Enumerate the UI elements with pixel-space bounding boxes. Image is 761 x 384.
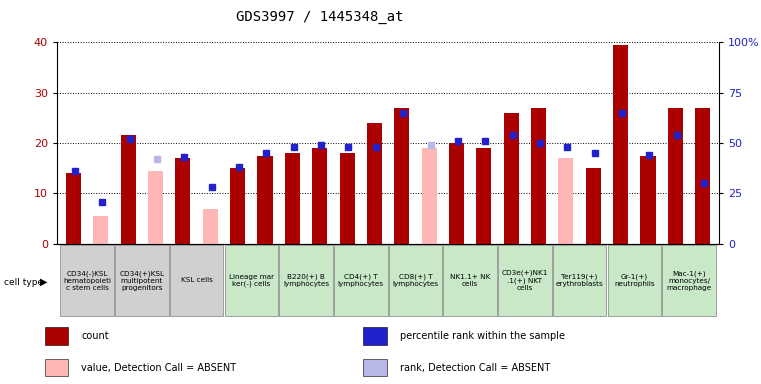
Text: CD8(+) T
lymphocytes: CD8(+) T lymphocytes (393, 273, 438, 287)
Bar (586, 168, 601, 244)
Bar (230, 168, 245, 244)
Bar (312, 148, 327, 244)
Bar (115, 245, 169, 316)
Bar (121, 136, 135, 244)
Bar (367, 123, 382, 244)
Bar (607, 245, 661, 316)
Bar (364, 359, 387, 376)
Text: count: count (81, 331, 109, 341)
Bar (613, 45, 628, 244)
Bar (552, 245, 607, 316)
Bar (498, 245, 552, 316)
Text: Ter119(+)
erythroblasts: Ter119(+) erythroblasts (556, 273, 603, 287)
Bar (394, 108, 409, 244)
Text: CD3e(+)NK1
.1(+) NKT
cells: CD3e(+)NK1 .1(+) NKT cells (501, 270, 548, 291)
Bar (285, 153, 300, 244)
Text: Gr-1(+)
neutrophils: Gr-1(+) neutrophils (614, 273, 654, 287)
Bar (46, 327, 68, 345)
Bar (444, 245, 497, 316)
Bar (476, 148, 492, 244)
Bar (60, 245, 114, 316)
Bar (364, 327, 387, 345)
Bar (66, 173, 81, 244)
Bar (334, 245, 387, 316)
Bar (148, 171, 163, 244)
Bar (422, 148, 437, 244)
Bar (202, 209, 218, 244)
Text: rank, Detection Call = ABSENT: rank, Detection Call = ABSENT (400, 362, 549, 372)
Text: CD34(-)KSL
hematopoieti
c stem cells: CD34(-)KSL hematopoieti c stem cells (63, 270, 111, 291)
Text: GDS3997 / 1445348_at: GDS3997 / 1445348_at (236, 10, 403, 23)
Text: KSL cells: KSL cells (180, 277, 212, 283)
Bar (668, 108, 683, 244)
Text: Mac-1(+)
monocytes/
macrophage: Mac-1(+) monocytes/ macrophage (667, 270, 712, 291)
Text: cell type: cell type (4, 278, 43, 287)
Bar (641, 156, 655, 244)
Text: B220(+) B
lymphocytes: B220(+) B lymphocytes (283, 273, 329, 287)
Bar (224, 245, 278, 316)
Bar (531, 108, 546, 244)
Text: value, Detection Call = ABSENT: value, Detection Call = ABSENT (81, 362, 237, 372)
Bar (504, 113, 519, 244)
Bar (170, 245, 224, 316)
Text: percentile rank within the sample: percentile rank within the sample (400, 331, 565, 341)
Bar (46, 359, 68, 376)
Text: NK1.1+ NK
cells: NK1.1+ NK cells (450, 274, 490, 287)
Bar (696, 108, 710, 244)
Bar (389, 245, 442, 316)
Bar (339, 153, 355, 244)
Text: CD4(+) T
lymphocytes: CD4(+) T lymphocytes (338, 273, 384, 287)
Text: ▶: ▶ (40, 277, 48, 287)
Bar (257, 156, 272, 244)
Bar (279, 245, 333, 316)
Bar (175, 158, 190, 244)
Text: CD34(+)KSL
multipotent
progenitors: CD34(+)KSL multipotent progenitors (119, 270, 164, 291)
Bar (559, 158, 574, 244)
Bar (662, 245, 716, 316)
Text: Lineage mar
ker(-) cells: Lineage mar ker(-) cells (229, 273, 274, 287)
Bar (94, 216, 108, 244)
Bar (449, 143, 464, 244)
